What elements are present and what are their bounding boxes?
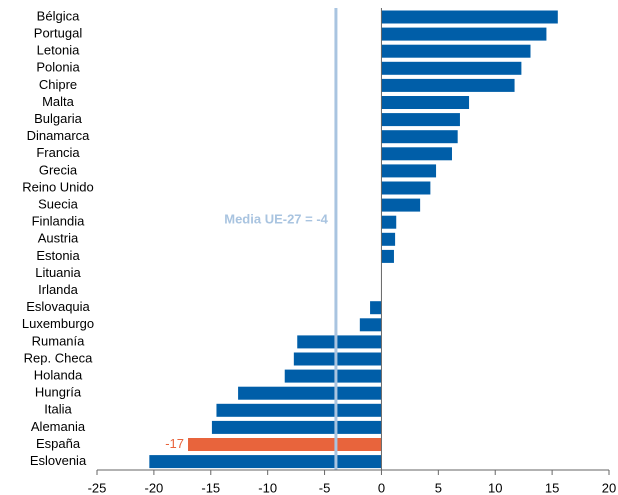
x-tick-label: 0 xyxy=(378,480,385,495)
category-label: España xyxy=(36,436,81,451)
category-label: Alemania xyxy=(31,419,86,434)
category-label: Rumanía xyxy=(32,333,86,348)
x-tick-label: 15 xyxy=(545,480,559,495)
x-tick-label: -5 xyxy=(319,480,331,495)
category-label: Finlandia xyxy=(32,214,86,229)
bar xyxy=(297,335,382,349)
bar xyxy=(381,44,531,58)
category-label: Hungría xyxy=(35,385,82,400)
category-label: Grecia xyxy=(39,162,78,177)
bar xyxy=(359,318,382,332)
bar xyxy=(381,164,437,178)
category-label: Austria xyxy=(38,231,79,246)
x-tick-label: -25 xyxy=(88,480,107,495)
bar xyxy=(284,369,382,383)
category-label: Eslovenia xyxy=(30,453,87,468)
bar xyxy=(216,403,382,417)
category-label: Lituania xyxy=(35,265,81,280)
bar xyxy=(188,438,382,451)
bar xyxy=(293,352,382,366)
bar xyxy=(149,455,382,469)
category-label: Luxemburgo xyxy=(22,316,94,331)
category-label: Holanda xyxy=(34,368,83,383)
bar xyxy=(381,232,396,246)
category-label: Bélgica xyxy=(37,8,80,23)
category-label: Malta xyxy=(42,94,75,109)
value-label: -17 xyxy=(165,436,184,451)
mean-label: Media UE-27 = -4 xyxy=(224,211,328,226)
bar xyxy=(381,27,547,41)
category-label: Eslovaquia xyxy=(26,299,90,314)
bar xyxy=(381,181,431,195)
x-tick-label: 5 xyxy=(435,480,442,495)
bar xyxy=(381,96,470,109)
category-label: Francia xyxy=(36,145,80,160)
bar xyxy=(381,215,397,229)
bar xyxy=(381,198,421,212)
x-tick-label: 10 xyxy=(488,480,502,495)
bar xyxy=(381,61,522,75)
category-label: Reino Unido xyxy=(22,179,94,194)
category-label: Suecia xyxy=(38,197,79,212)
bar xyxy=(238,386,382,400)
bar xyxy=(381,249,394,263)
category-label: Chipre xyxy=(39,77,77,92)
bar xyxy=(381,113,460,127)
category-label: Irlanda xyxy=(38,282,79,297)
x-tick-label: 20 xyxy=(602,480,616,495)
category-label: Polonia xyxy=(36,60,80,75)
category-label: Dinamarca xyxy=(27,128,91,143)
bar xyxy=(381,78,515,92)
bar xyxy=(381,130,458,144)
x-tick-label: -15 xyxy=(201,480,220,495)
category-label: Portugal xyxy=(34,26,83,41)
category-label: Letonia xyxy=(37,43,80,58)
bar xyxy=(370,301,382,315)
bar xyxy=(211,420,382,434)
x-tick-label: -10 xyxy=(258,480,277,495)
bar xyxy=(381,147,452,161)
bar xyxy=(381,10,558,24)
category-label: Rep. Checa xyxy=(24,350,93,365)
category-label: Bulgaria xyxy=(34,111,82,126)
category-label: Estonia xyxy=(36,248,80,263)
category-label: Italia xyxy=(44,402,72,417)
x-tick-label: -20 xyxy=(144,480,163,495)
